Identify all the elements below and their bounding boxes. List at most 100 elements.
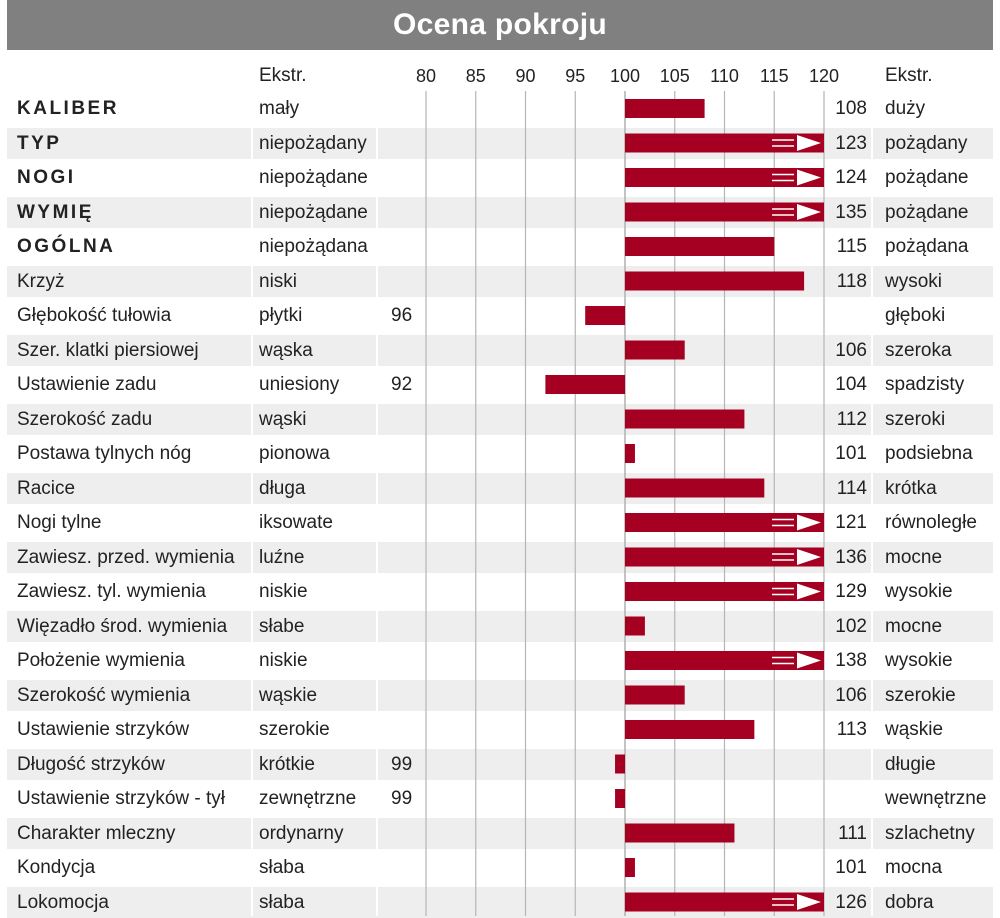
- low-extreme-label: krótkie: [259, 753, 315, 775]
- data-label: 102: [835, 615, 867, 637]
- low-extreme-label: szerokie: [259, 719, 330, 740]
- high-extreme-label: pożądane: [885, 201, 969, 223]
- data-label: 104: [835, 374, 867, 395]
- table-row: Zawiesz. tyl. wymienia niskie 129 wysokie: [7, 576, 993, 607]
- trait-name: Zawiesz. przed. wymienia: [17, 546, 235, 568]
- data-label: 135: [835, 201, 867, 223]
- high-extreme-label: duży: [885, 98, 926, 119]
- high-extreme-label: szlachetny: [885, 822, 975, 844]
- table-row: Charakter mleczny ordynarny 111 szlachetny: [7, 817, 993, 849]
- low-extreme-label: długa: [259, 477, 306, 499]
- high-extreme-label: mocne: [885, 615, 943, 637]
- trait-name: Ustawienie zadu: [17, 374, 157, 395]
- table-row: Ustawienie strzyków szerokie 113 wąskie: [7, 714, 993, 745]
- header-row: Ekstr. Ekstr.: [7, 60, 993, 91]
- high-extreme-label: spadzisty: [885, 374, 965, 395]
- trait-name: NOGI: [17, 167, 76, 188]
- table-row: Lokomocja słaba 126 dobra: [7, 886, 993, 918]
- trait-name: Więzadło środ. wymienia: [17, 615, 228, 637]
- low-extreme-label: niski: [259, 270, 298, 292]
- data-label: 136: [835, 546, 867, 568]
- trait-name: KALIBER: [17, 98, 119, 119]
- trait-name: Szer. klatki piersiowej: [17, 339, 199, 361]
- data-label: 138: [835, 650, 867, 671]
- trait-name: Położenie wymienia: [17, 650, 185, 671]
- data-label: 96: [391, 305, 413, 326]
- high-extreme-label: wysokie: [885, 650, 953, 671]
- table-row: Ustawienie zadu uniesiony 92 104 spadzisty: [7, 369, 993, 400]
- high-extreme-label: szeroka: [885, 339, 952, 361]
- trait-name: Racice: [17, 477, 76, 499]
- trait-name: WYMIĘ: [17, 201, 94, 223]
- trait-name: Lokomocja: [17, 891, 109, 913]
- data-label: 129: [835, 581, 867, 602]
- high-extreme-label: szeroki: [885, 408, 946, 430]
- high-extreme-label: pożądane: [885, 167, 969, 188]
- low-extreme-label: mały: [259, 98, 300, 119]
- data-label: 101: [835, 857, 867, 878]
- table-row: Szer. klatki piersiowej wąska 106 szeroka: [7, 334, 993, 366]
- low-extreme-label: niepożądane: [259, 201, 368, 223]
- trait-name: Szerokość wymienia: [17, 684, 191, 706]
- trait-name: TYP: [17, 132, 62, 154]
- table-row: Postawa tylnych nóg pionowa 101 podsiebna: [7, 438, 993, 469]
- table-row: KALIBER mały 108 duży: [7, 93, 993, 124]
- low-extreme-label: niskie: [259, 581, 308, 602]
- low-extreme-label: niepożądany: [259, 132, 367, 154]
- low-extreme-label: niskie: [259, 650, 308, 671]
- data-label: 126: [835, 891, 867, 913]
- low-extreme-label: płytki: [259, 305, 303, 326]
- table-row: NOGI niepożądane 124 pożądane: [7, 162, 993, 193]
- trait-name: Szerokość zadu: [17, 408, 153, 430]
- high-extreme-label: wysoki: [885, 270, 943, 292]
- data-label: 113: [836, 719, 867, 740]
- data-label: 106: [835, 339, 867, 361]
- high-extreme-label: dobra: [885, 891, 934, 913]
- trait-name: Nogi tylne: [17, 512, 102, 533]
- trait-name: Głębokość tułowia: [17, 305, 172, 326]
- low-extreme-label: iksowate: [259, 512, 333, 533]
- table-row: Kondycja słaba 101 mocna: [7, 852, 993, 883]
- high-extreme-label: wąskie: [885, 719, 944, 740]
- data-label: 111: [838, 822, 867, 844]
- trait-name: Kondycja: [17, 857, 96, 878]
- low-extreme-label: wąskie: [259, 684, 318, 706]
- table-row: Więzadło środ. wymienia słabe 102 mocne: [7, 610, 993, 642]
- low-extreme-label: uniesiony: [259, 374, 340, 395]
- low-extreme-label: zewnętrzne: [259, 788, 357, 809]
- high-extreme-label: mocna: [885, 857, 943, 878]
- high-extreme-label: pożądana: [885, 236, 969, 257]
- chart-title: Ocena pokroju: [7, 0, 993, 50]
- high-extreme-label: wysokie: [885, 581, 953, 602]
- table-row: Ustawienie strzyków - tył zewnętrzne 99 wew…: [7, 783, 993, 814]
- table-row: Krzyż niski 118 wysoki: [7, 265, 993, 297]
- high-extreme-label: równoległe: [885, 512, 977, 533]
- data-label: 112: [836, 408, 867, 430]
- low-extreme-label: wąska: [259, 339, 313, 361]
- data-label: 99: [391, 753, 413, 775]
- low-extreme-label: niepożądane: [259, 167, 368, 188]
- low-extreme-label: ordynarny: [259, 822, 344, 844]
- low-extreme-label: luźne: [259, 546, 305, 568]
- high-extreme-label: mocne: [885, 546, 943, 568]
- low-extreme-label: pionowa: [259, 443, 330, 464]
- table-row: TYP niepożądany 123 pożądany: [7, 127, 993, 159]
- data-label: 108: [835, 98, 867, 119]
- table-row: Zawiesz. przed. wymienia luźne 136 mocne: [7, 541, 993, 573]
- data-label: 115: [836, 236, 867, 257]
- high-extreme-label: pożądany: [885, 132, 968, 154]
- data-label: 114: [836, 477, 867, 499]
- data-label: 118: [836, 270, 867, 292]
- low-extreme-label: słaba: [259, 857, 305, 878]
- table-row: Głębokość tułowia płytki 96 głęboki: [7, 300, 993, 331]
- table-row: Położenie wymienia niskie 138 wysokie: [7, 645, 993, 676]
- low-extreme-label: słaba: [259, 891, 305, 913]
- high-extreme-label: krótka: [885, 477, 937, 499]
- data-label: 99: [391, 788, 413, 809]
- data-label: 124: [835, 167, 867, 188]
- trait-name: OGÓLNA: [17, 236, 116, 257]
- table-row: WYMIĘ niepożądane 135 pożądane: [7, 196, 993, 228]
- table-row: Długość strzyków krótkie 99 długie: [7, 748, 993, 780]
- high-extreme-label: wewnętrzne: [885, 788, 987, 809]
- trait-name: Postawa tylnych nóg: [17, 443, 192, 464]
